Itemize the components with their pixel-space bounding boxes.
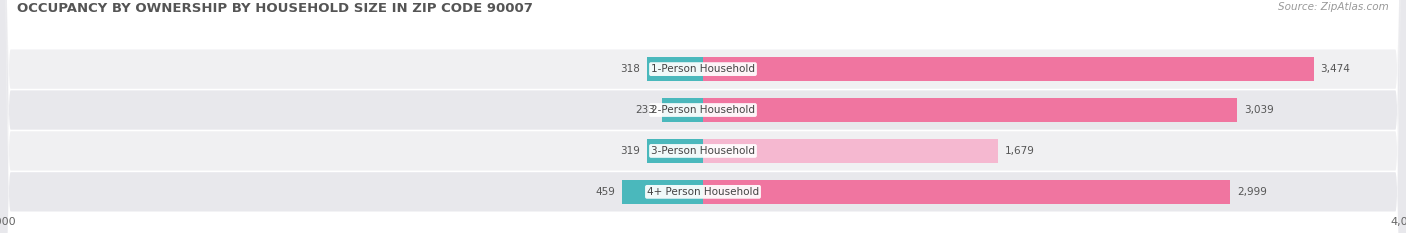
Text: 3,474: 3,474 [1320, 64, 1350, 74]
Text: 3,039: 3,039 [1244, 105, 1274, 115]
Text: 1,679: 1,679 [1005, 146, 1035, 156]
Text: 1-Person Household: 1-Person Household [651, 64, 755, 74]
Text: 3-Person Household: 3-Person Household [651, 146, 755, 156]
Text: 459: 459 [595, 187, 616, 197]
Bar [662, 98, 703, 122]
Text: 2,999: 2,999 [1237, 187, 1267, 197]
Text: 318: 318 [620, 64, 640, 74]
Text: 4+ Person Household: 4+ Person Household [647, 187, 759, 197]
Bar [647, 139, 703, 163]
Bar [703, 98, 1237, 122]
Text: 319: 319 [620, 146, 640, 156]
Text: OCCUPANCY BY OWNERSHIP BY HOUSEHOLD SIZE IN ZIP CODE 90007: OCCUPANCY BY OWNERSHIP BY HOUSEHOLD SIZE… [17, 2, 533, 15]
Bar [703, 139, 998, 163]
Bar [623, 180, 703, 204]
Text: Source: ZipAtlas.com: Source: ZipAtlas.com [1278, 2, 1389, 12]
Bar [703, 180, 1230, 204]
Text: 2-Person Household: 2-Person Household [651, 105, 755, 115]
Bar [703, 57, 1313, 81]
Text: 233: 233 [636, 105, 655, 115]
Bar [647, 57, 703, 81]
